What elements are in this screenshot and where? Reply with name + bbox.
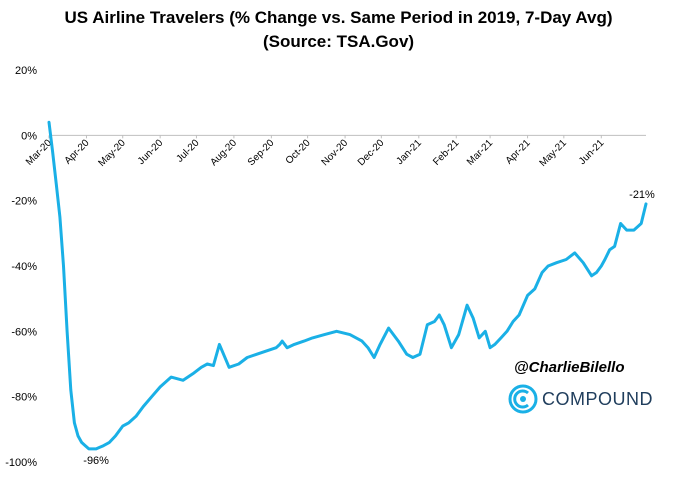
x-tick-label: Mar-21 bbox=[465, 137, 495, 167]
y-tick-label: -40% bbox=[11, 261, 37, 273]
author-handle: @CharlieBilello bbox=[514, 359, 625, 376]
x-tick-label: Feb-21 bbox=[431, 137, 461, 167]
y-tick-label: -60% bbox=[11, 326, 37, 338]
x-tick-label: Aug-20 bbox=[208, 137, 239, 168]
x-tick-label: Apr-20 bbox=[63, 137, 92, 166]
chart-subtitle: (Source: TSA.Gov) bbox=[262, 32, 415, 51]
x-tick-label: Sep-20 bbox=[246, 137, 277, 168]
brand-name: COMPOUND bbox=[542, 388, 653, 409]
y-tick-label: 20% bbox=[15, 65, 37, 77]
data-label: -21% bbox=[629, 189, 655, 201]
y-tick-label: -20% bbox=[11, 196, 37, 208]
x-tick-label: Jul-20 bbox=[175, 137, 202, 164]
x-tick-label: May-21 bbox=[538, 137, 570, 169]
data-annotations: -96% -21% bbox=[83, 189, 655, 467]
chart-title-block: US Airline Travelers (% Change vs. Same … bbox=[0, 6, 677, 54]
x-tick-label: Oct-20 bbox=[284, 137, 313, 166]
x-tick-label: Apr-21 bbox=[504, 137, 533, 166]
x-tick-label: Jun-21 bbox=[577, 137, 607, 167]
data-label: -96% bbox=[83, 455, 109, 467]
compound-logo-icon bbox=[508, 384, 538, 414]
y-axis-ticks: 20% 0% -20% -40% -60% -80% -100% bbox=[5, 65, 37, 469]
x-tick-label: Jan-21 bbox=[395, 137, 425, 167]
x-tick-label: Jun-20 bbox=[136, 137, 166, 167]
watermark: @CharlieBilello COMPOUND bbox=[508, 359, 658, 414]
y-tick-label: -100% bbox=[5, 457, 37, 469]
x-tick-label: Dec-20 bbox=[356, 137, 387, 168]
x-axis-ticks: Mar-20 Apr-20 May-20 Jun-20 Jul-20 Aug-20 Sep-… bbox=[24, 135, 607, 169]
y-tick-label: 0% bbox=[21, 130, 37, 142]
y-tick-label: -80% bbox=[11, 392, 37, 404]
series-line bbox=[47, 120, 648, 451]
x-tick-label: Nov-20 bbox=[320, 137, 351, 168]
chart-title: US Airline Travelers (% Change vs. Same … bbox=[64, 8, 613, 27]
x-tick-label: May-20 bbox=[96, 137, 128, 169]
brand-logo: COMPOUND bbox=[508, 384, 658, 414]
